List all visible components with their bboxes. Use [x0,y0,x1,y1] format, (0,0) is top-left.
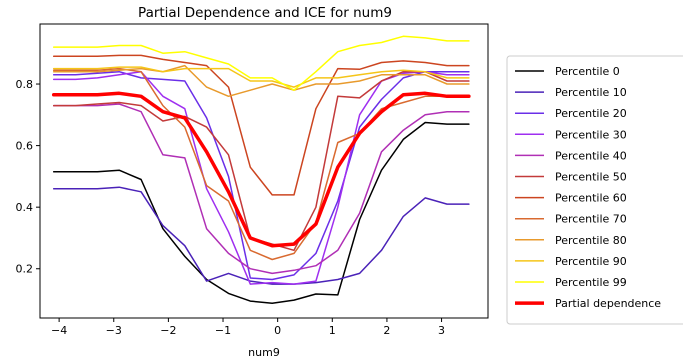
legend-label-1: Percentile 10 [555,86,627,99]
x-axis: −4 −3 −2 −1 0 1 2 3 [51,318,445,337]
series-line-8 [52,64,470,98]
series-line-10 [52,35,470,91]
legend-label-7: Percentile 70 [555,213,627,226]
chart-title: Partial Dependence and ICE for num9 [138,5,392,21]
x-tick-label: 0 [274,324,281,337]
legend-label-4: Percentile 40 [555,149,627,162]
series-line-0 [52,121,470,304]
x-tick-label: 1 [329,324,336,337]
legend-label-8: Percentile 80 [555,234,627,247]
legend-label-5: Percentile 50 [555,171,627,184]
x-tick-label: −4 [51,324,67,337]
series-line-9 [52,66,470,88]
legend-label-6: Percentile 60 [555,192,627,205]
series-line-1 [52,186,470,285]
series-line-6 [52,54,470,196]
legend-label-10: Percentile 99 [555,276,627,289]
x-axis-label: num9 [248,346,280,359]
x-tick-label: −2 [160,324,176,337]
y-tick-label: 0.4 [16,201,34,214]
y-tick-label: 0.2 [16,263,34,276]
legend-frame [506,55,683,325]
plot-lines [51,35,471,304]
x-tick-label: −3 [106,324,122,337]
x-tick-label: 2 [383,324,390,337]
legend: Percentile 0 Percentile 10 Percentile 20 Pe… [506,55,683,325]
y-tick-label: 0.8 [16,78,34,91]
y-tick-label: 0.6 [16,140,34,153]
series-line-11 [51,91,471,248]
legend-label-11: Partial dependence [555,297,661,310]
legend-label-2: Percentile 20 [555,107,627,120]
series-line-4 [52,103,470,275]
plot-frame [39,23,489,319]
series-line-5 [52,70,470,252]
x-tick-label: 3 [438,324,445,337]
y-axis: 0.2 0.4 0.6 0.8 [16,78,40,276]
series-line-2 [52,70,470,281]
x-tick-label: −1 [215,324,231,337]
legend-label-3: Percentile 30 [555,128,627,141]
series-line-7 [52,67,470,261]
legend-label-9: Percentile 90 [555,255,627,268]
legend-label-0: Percentile 0 [555,65,620,78]
legend-items: Percentile 0 Percentile 10 Percentile 20 Pe… [515,65,661,310]
